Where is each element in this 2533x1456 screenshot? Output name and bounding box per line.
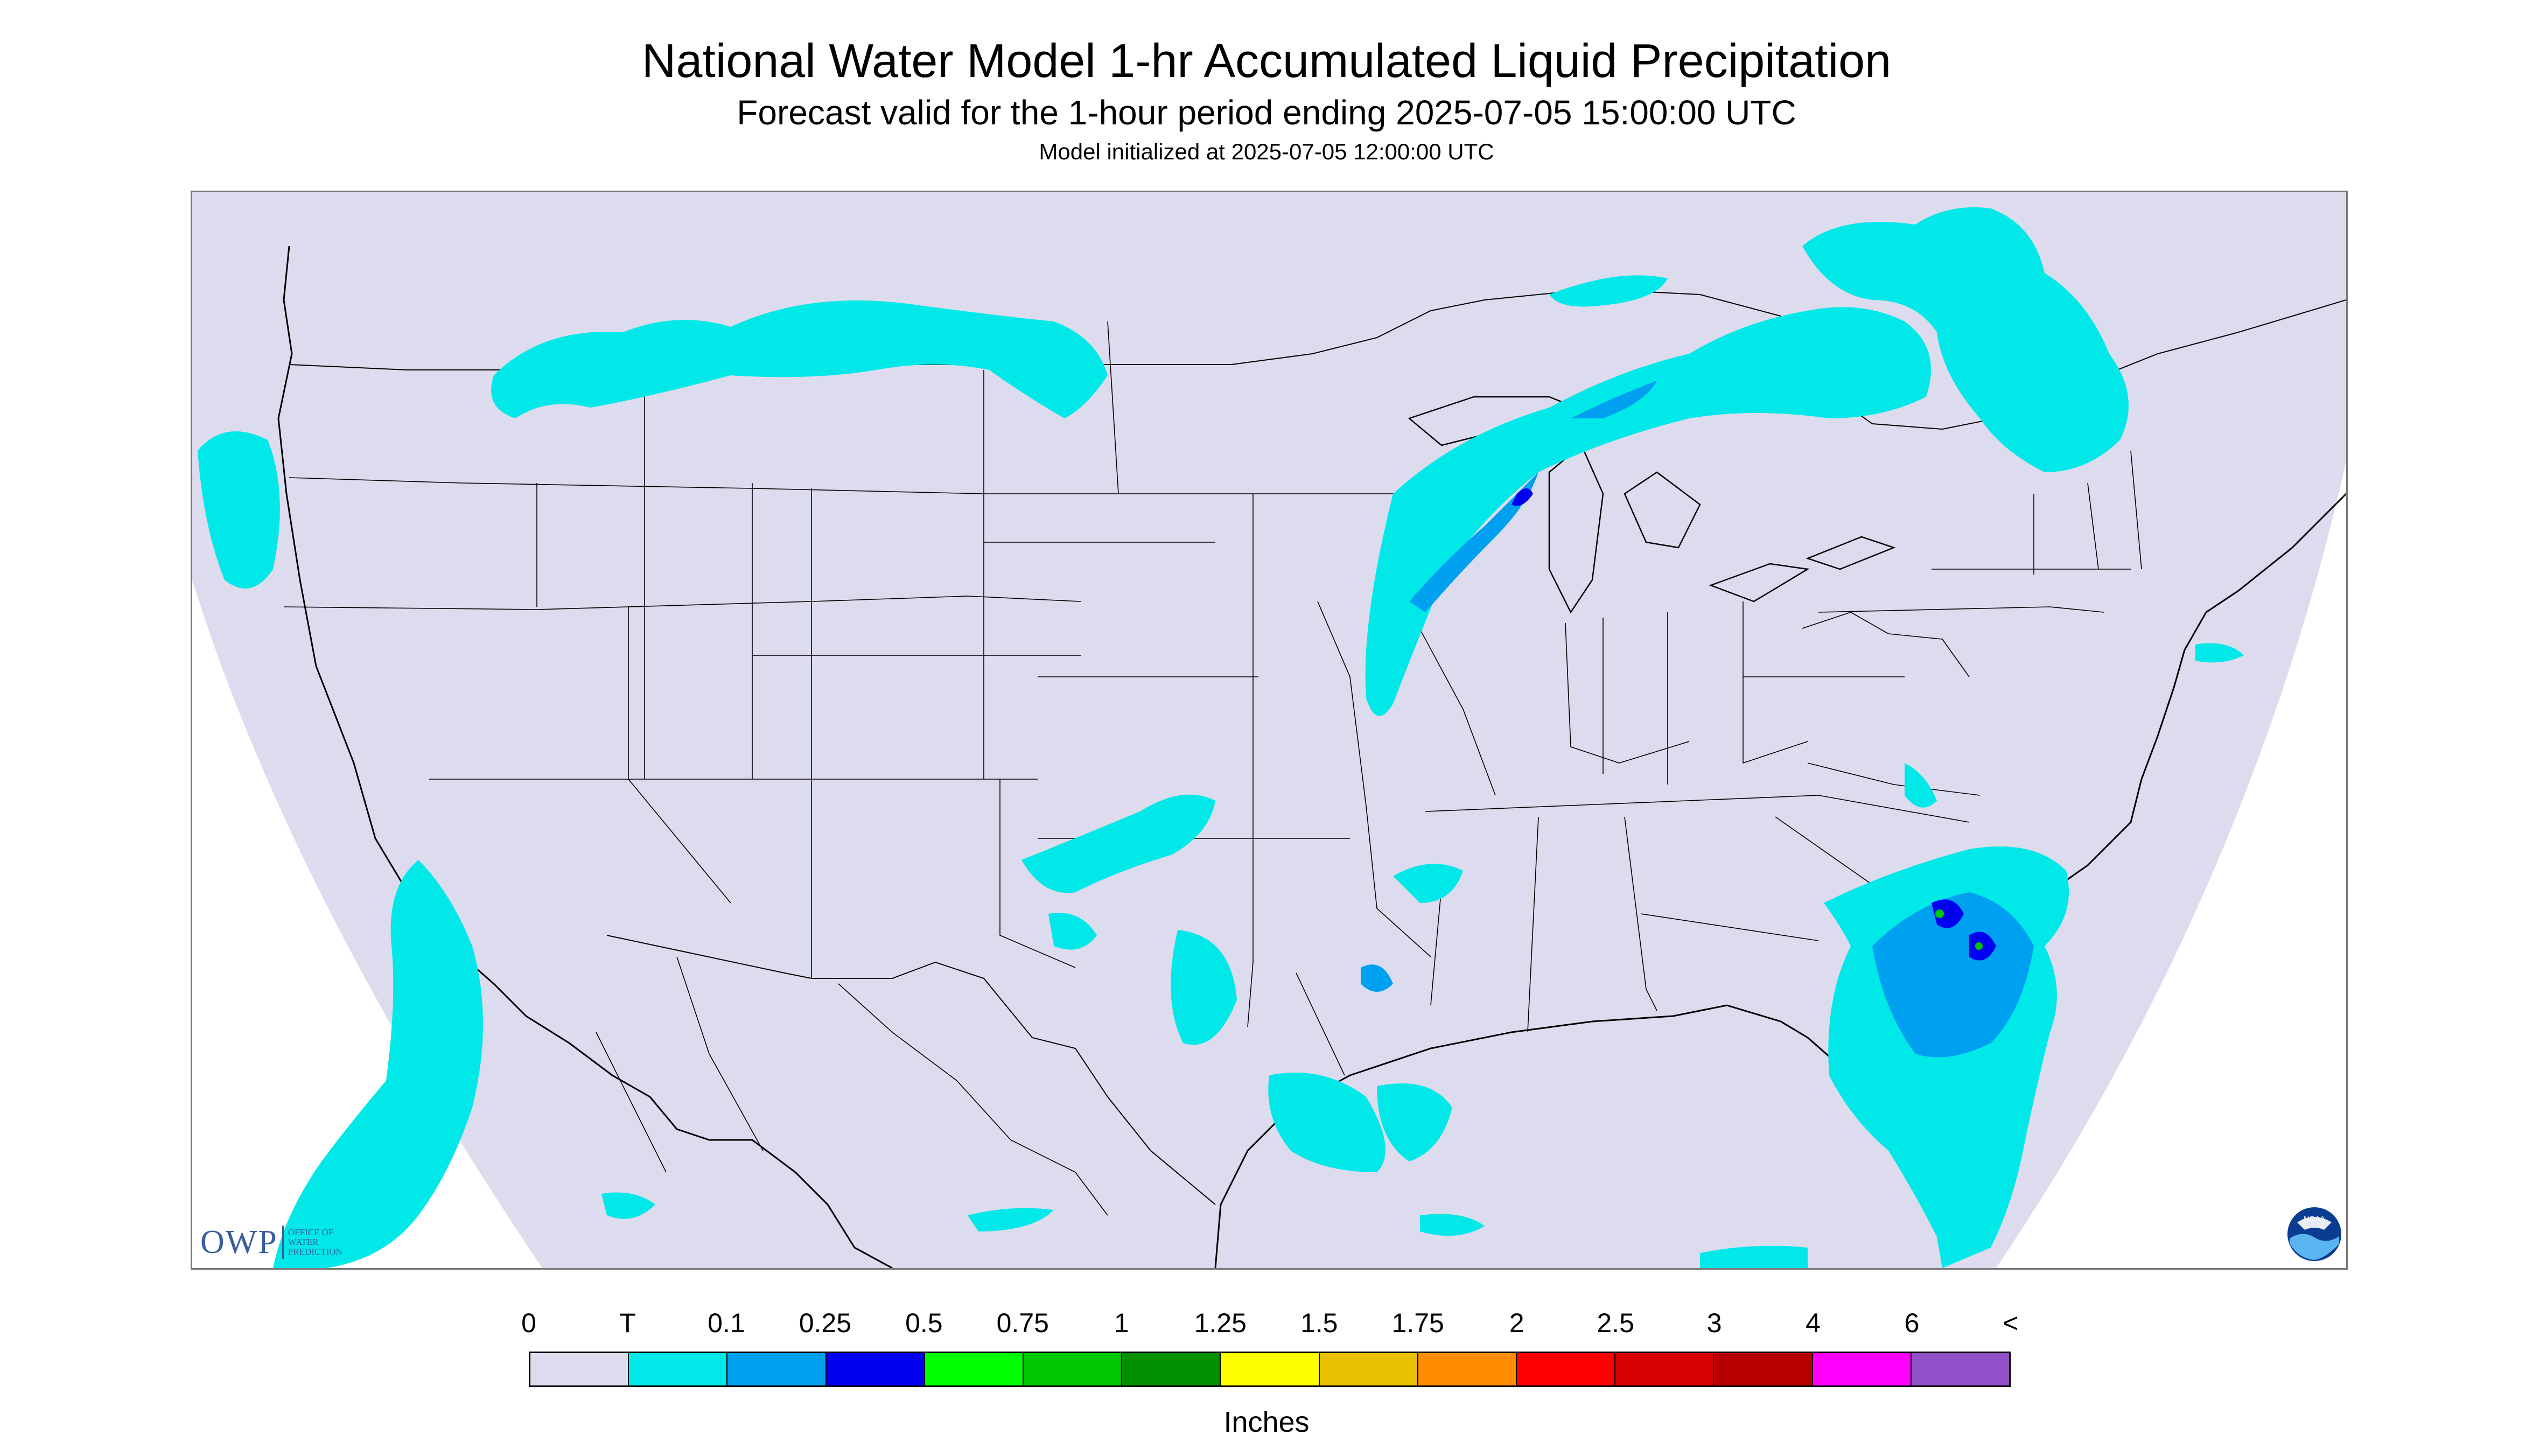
legend-swatch	[1418, 1353, 1517, 1385]
legend-swatch	[1615, 1353, 1715, 1385]
noaa-logo-text: NOAA	[2304, 1214, 2325, 1223]
legend-label: 1.75	[1391, 1308, 1444, 1338]
legend-swatch	[1221, 1353, 1320, 1385]
state-boundaries	[283, 321, 2142, 1216]
legend-label: 0.75	[996, 1308, 1049, 1338]
owp-subtitle-line-1: OFFICE OF	[288, 1227, 334, 1237]
precipitation-map	[191, 191, 2348, 1270]
legend-swatch	[530, 1353, 629, 1385]
model-domain	[192, 192, 2346, 1268]
owp-logo: OWP OFFICE OF WATER PREDICTION	[200, 1223, 353, 1261]
legend-label: <	[2003, 1308, 2019, 1338]
owp-subtitle-line-3: PREDICTION	[288, 1247, 342, 1257]
legend-label: 2	[1509, 1308, 1524, 1338]
owp-logo-text: OWP	[200, 1223, 278, 1261]
legend-swatch	[1024, 1353, 1123, 1385]
legend-swatch	[826, 1353, 925, 1385]
legend-label: 0.25	[799, 1308, 852, 1338]
legend-label: 3	[1706, 1308, 1722, 1338]
conus-coastline	[277, 246, 893, 1268]
legend-swatch	[629, 1353, 728, 1385]
legend-label: 0	[521, 1308, 536, 1338]
legend-colorbar	[529, 1352, 2011, 1387]
legend-label: 1.5	[1300, 1308, 1338, 1338]
precip-core-green	[1935, 909, 1983, 950]
chart-title: National Water Model 1-hr Accumulated Li…	[641, 34, 1892, 87]
legend-swatch	[1319, 1353, 1418, 1385]
legend-swatch	[925, 1353, 1024, 1385]
map-canvas	[192, 192, 2346, 1268]
legend-label: 0.5	[905, 1308, 943, 1338]
legend-swatch	[1714, 1353, 1813, 1385]
legend-swatch	[1911, 1353, 2010, 1385]
legend-units: Inches	[1223, 1406, 1310, 1438]
legend-labels: 0 T 0.1 0.25 0.5 0.75 1 1.25 1.5 1.75 2 2.5 3 4 6 <	[521, 1307, 2019, 1340]
legend-label: 0.1	[708, 1308, 745, 1338]
legend-label: 1	[1114, 1308, 1129, 1338]
mexico-border	[606, 935, 1216, 1205]
legend-label: 4	[1806, 1308, 1821, 1338]
legend-swatch	[1122, 1353, 1221, 1385]
legend-swatch	[1517, 1353, 1616, 1385]
precip-medium-areas	[1361, 381, 2034, 1058]
legend-swatch	[1813, 1353, 1912, 1385]
valid-time-subtitle: Forecast valid for the 1-hour period end…	[737, 93, 1796, 132]
noaa-logo: NOAA	[2287, 1207, 2341, 1261]
legend-label: 6	[1904, 1308, 1920, 1338]
legend-label: T	[619, 1308, 636, 1338]
legend-label: 2.5	[1597, 1308, 1634, 1338]
model-init-line: Model initialized at 2025-07-05 12:00:00…	[1039, 139, 1494, 164]
owp-subtitle-line-2: WATER	[288, 1237, 319, 1247]
precip-light-areas	[198, 207, 2244, 1268]
legend-label: 1.25	[1194, 1308, 1247, 1338]
legend-swatch	[727, 1353, 827, 1385]
